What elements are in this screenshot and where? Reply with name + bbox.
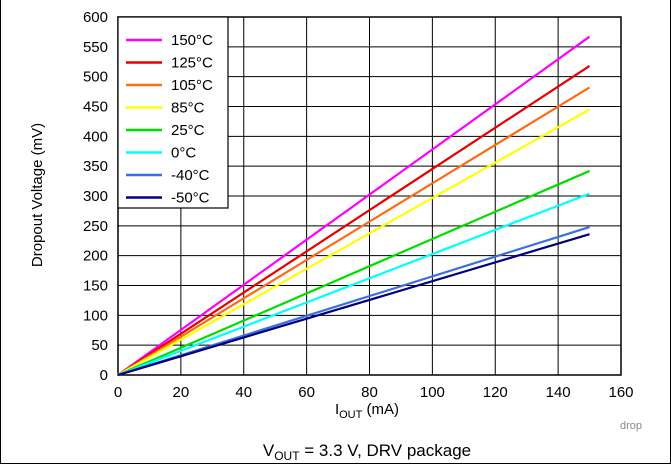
x-tick-label-5: 100 <box>420 384 445 401</box>
series-line-2 <box>117 86 591 376</box>
legend-label-1: 125°C <box>171 55 213 72</box>
series-lines <box>117 35 591 377</box>
series-line-1 <box>117 65 591 376</box>
x-tick-label-2: 40 <box>235 384 252 401</box>
legend-label-3: 85°C <box>171 100 205 117</box>
y-axis-label: Dropout Voltage (mV) <box>29 123 46 267</box>
y-tick-label-10: 500 <box>83 69 108 86</box>
y-tick-label-1: 50 <box>91 337 108 354</box>
series-line-6 <box>117 225 590 377</box>
legend-label-2: 105°C <box>171 77 213 94</box>
series-line-0 <box>117 35 591 376</box>
y-tick-label-11: 550 <box>83 39 108 56</box>
y-tick-label-12: 600 <box>83 9 108 26</box>
chart-caption: VOUT = 3.3 V, DRV package <box>263 441 471 463</box>
y-tick-label-2: 100 <box>83 307 108 324</box>
y-tick-label-0: 0 <box>100 367 108 384</box>
y-tick-label-7: 350 <box>83 158 108 175</box>
x-tick-label-6: 120 <box>483 384 508 401</box>
series-line-7 <box>117 233 590 377</box>
x-tick-label-0: 0 <box>114 384 122 401</box>
legend-label-7: -50°C <box>171 190 210 207</box>
series-line-5 <box>117 192 590 377</box>
x-tick-label-3: 60 <box>298 384 315 401</box>
y-tick-label-4: 200 <box>83 248 108 265</box>
x-tick-label-4: 80 <box>361 384 378 401</box>
y-tick-label-9: 450 <box>83 99 108 116</box>
legend: 150°C 125°C 105°C 85°C 25°C 0°C -40°C -50°C <box>117 16 229 209</box>
legend-label-4: 25°C <box>171 122 205 139</box>
legend-label-0: 150°C <box>171 32 213 49</box>
series-line-3 <box>117 108 591 376</box>
y-tick-label-3: 150 <box>83 278 108 295</box>
x-axis-label: IOUT (mA) <box>335 401 399 421</box>
x-tick-label-1: 20 <box>173 384 190 401</box>
y-tick-label-5: 250 <box>83 218 108 235</box>
legend-label-5: 0°C <box>171 145 196 162</box>
chart-tag: drop <box>620 420 642 432</box>
x-tick-label-8: 160 <box>608 384 633 401</box>
x-tick-label-7: 140 <box>546 384 571 401</box>
legend-label-6: -40°C <box>171 167 210 184</box>
y-tick-label-6: 300 <box>83 188 108 205</box>
tick-labels: 0 20 40 60 80 100 120 140 160 0 50 100 150 200 250 300 3… <box>83 9 634 401</box>
series-line-4 <box>117 169 590 377</box>
y-tick-label-8: 400 <box>83 128 108 145</box>
